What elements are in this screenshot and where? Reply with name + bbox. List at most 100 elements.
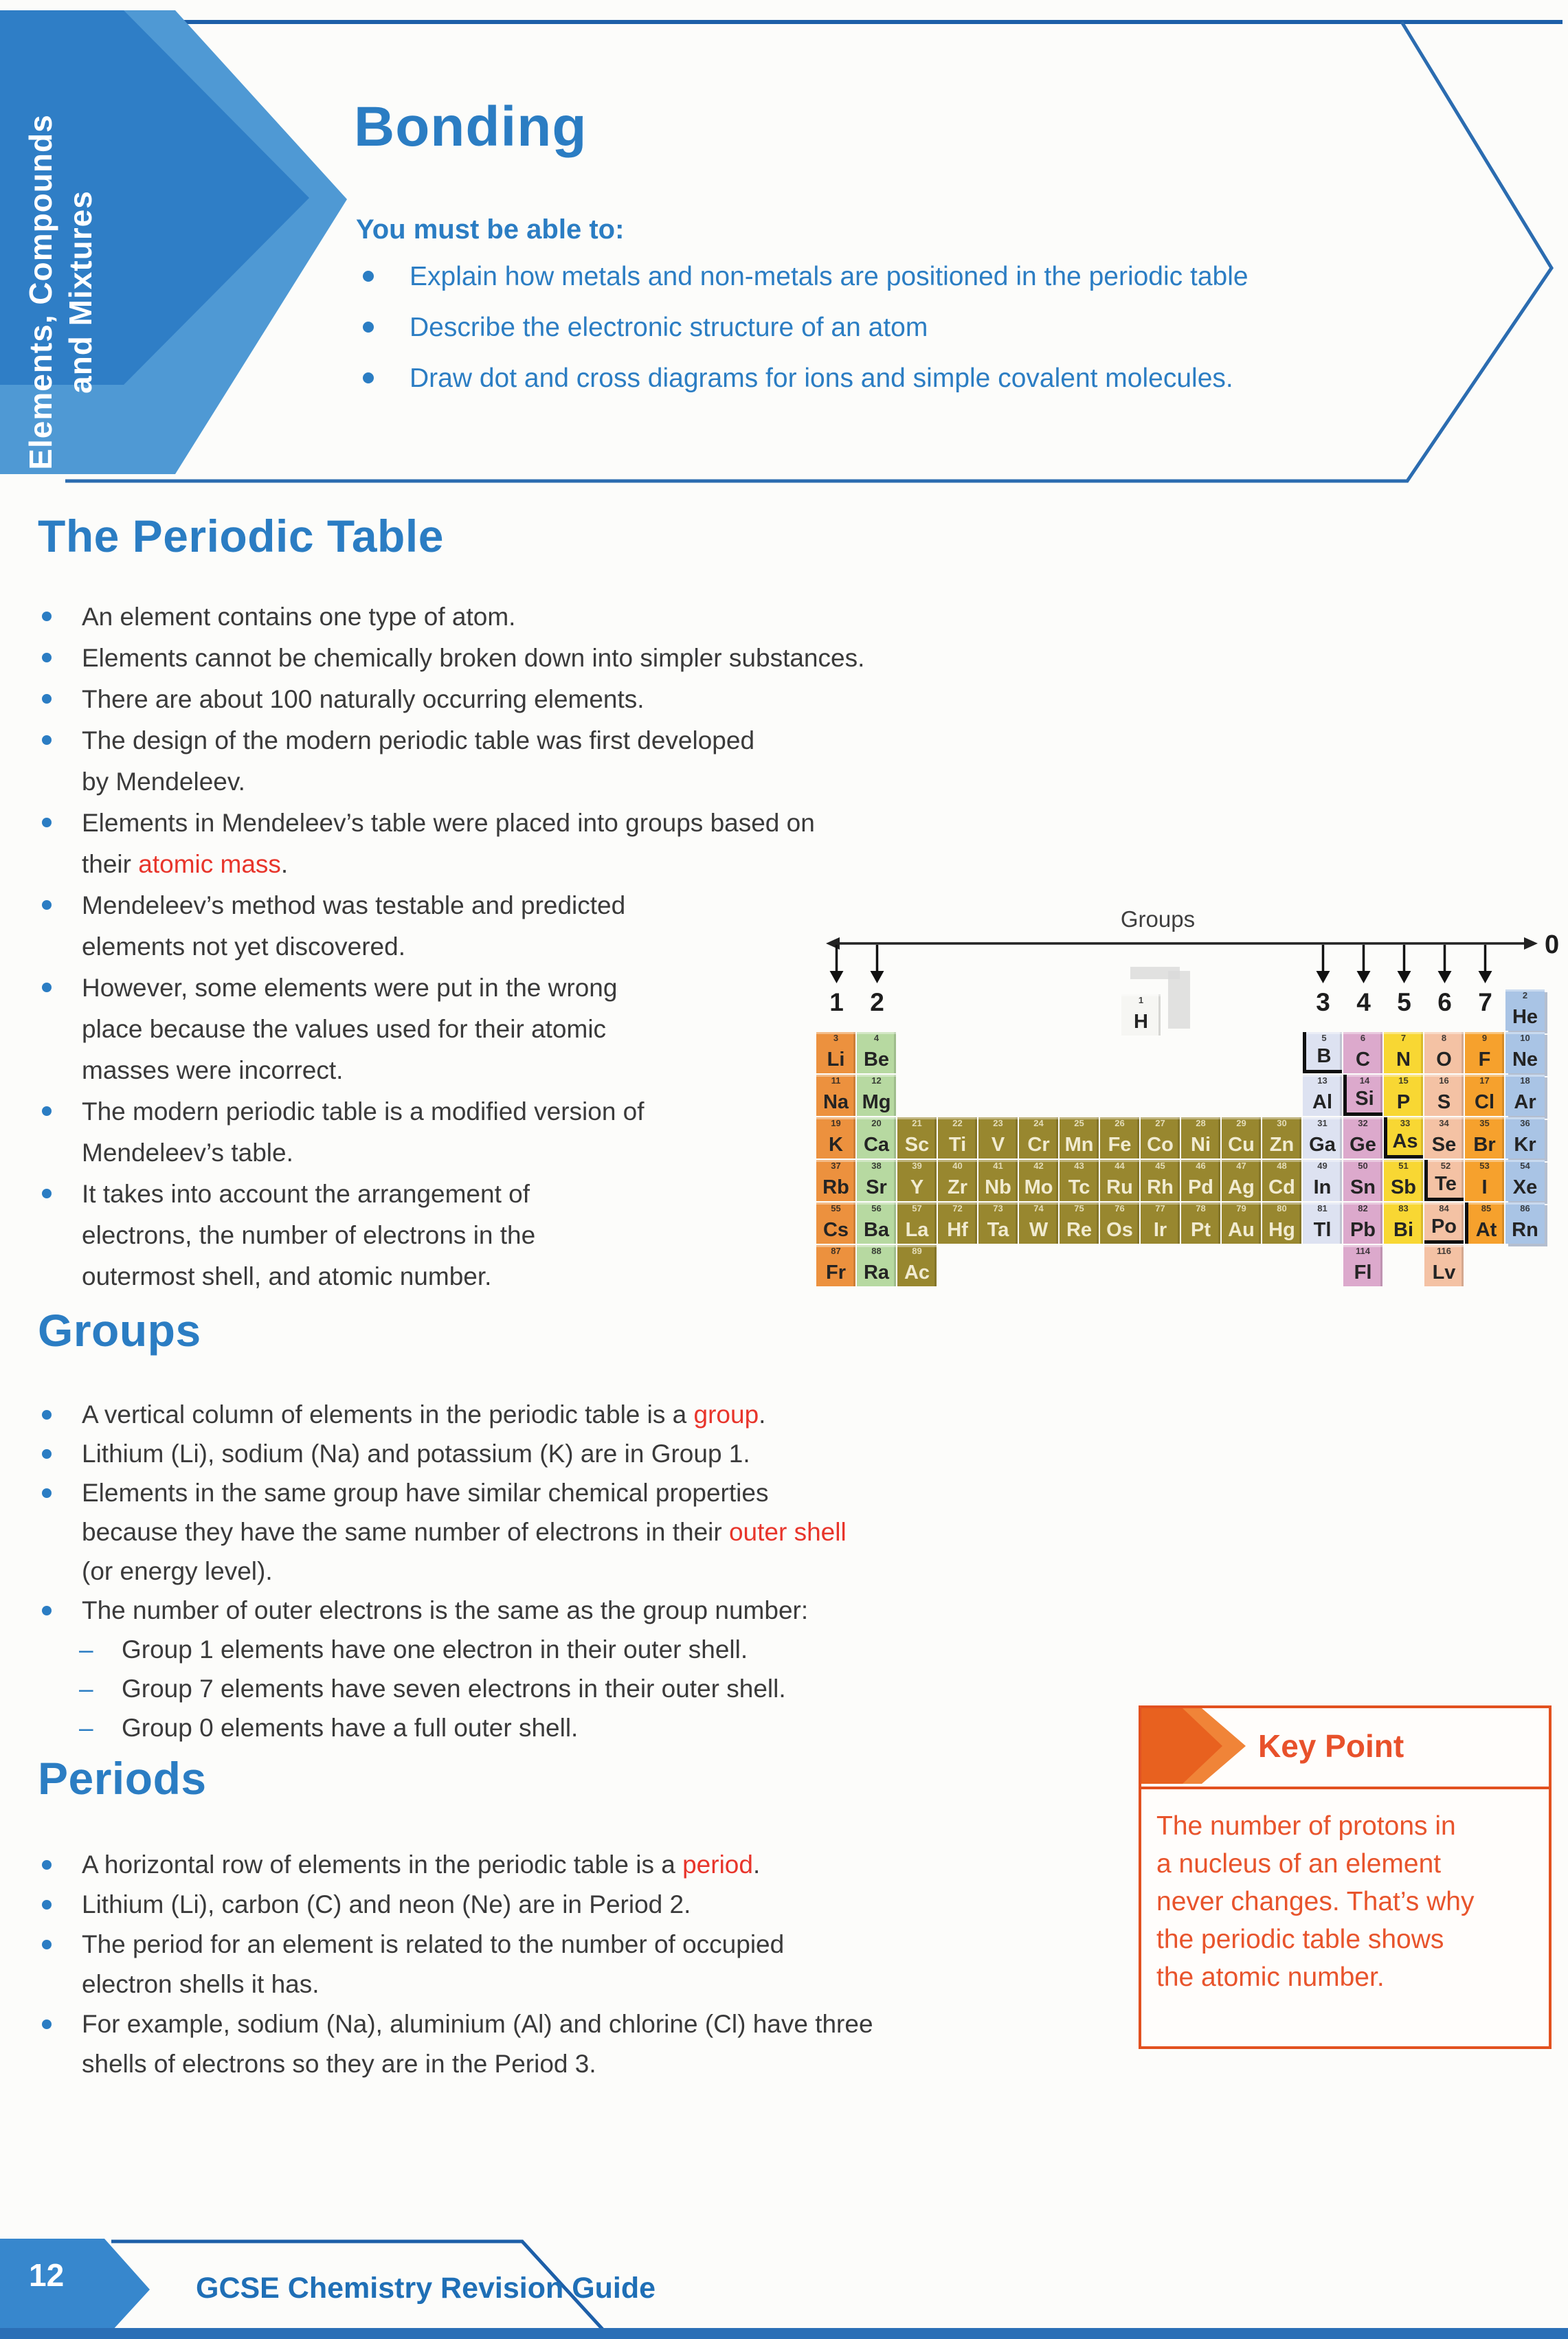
element-symbol: Sn [1349, 1176, 1376, 1198]
element-symbol: At [1475, 1219, 1497, 1241]
element-cell-v: 23 V [978, 1117, 1018, 1159]
element-cell-he: 2 He [1505, 989, 1545, 1031]
bullet-dot-icon [42, 1106, 52, 1116]
element-symbol: Tl [1313, 1219, 1332, 1241]
atomic-number: 35 [1479, 1118, 1490, 1128]
bullet-dot-icon [363, 271, 374, 282]
element-cell-rh: 45 Rh [1141, 1160, 1180, 1201]
bullet-item: It takes into account the arrangement of… [38, 1174, 1123, 1297]
element-symbol: Br [1473, 1134, 1496, 1156]
atomic-number: 27 [1155, 1118, 1165, 1128]
atomic-number: 3 [833, 1033, 839, 1043]
element-cell-ar: 18 Ar [1505, 1075, 1545, 1116]
atomic-number: 39 [912, 1161, 922, 1171]
bullet-item: A horizontal row of elements in the peri… [38, 1845, 1123, 1885]
element-symbol: Re [1066, 1219, 1093, 1241]
atomic-number: 32 [1358, 1118, 1368, 1128]
lead-line: You must be able to: [356, 214, 625, 245]
element-symbol: Hf [947, 1219, 968, 1241]
chapter-banner: Elements, Compounds and Mixtures Bonding… [0, 0, 1568, 488]
element-symbol: Be [863, 1049, 890, 1071]
element-cell-br: 35 Br [1465, 1117, 1504, 1159]
bullet-dot-icon [42, 1606, 52, 1615]
element-symbol: Mn [1064, 1134, 1094, 1156]
bullet-item: The design of the modern periodic table … [38, 720, 1123, 803]
book-title: GCSE Chemistry Revision Guide [196, 2272, 656, 2305]
element-cell-ge: 32 Ge [1343, 1117, 1382, 1159]
svg-text:3: 3 [1316, 988, 1330, 1016]
element-cell-ga: 31 Ga [1303, 1117, 1342, 1159]
atomic-number: 84 [1439, 1203, 1449, 1213]
bullet-item: However, some elements were put in the w… [38, 967, 1123, 1091]
atomic-number: 50 [1358, 1161, 1368, 1171]
group-arrows-graphic: 01 2 3 4 5 6 7 [826, 930, 1559, 1016]
element-cell-mn: 25 Mn [1060, 1117, 1099, 1159]
section-heading-periods: Periods [38, 1753, 207, 1804]
element-cell-sc: 21 Sc [897, 1117, 937, 1159]
element-cell-si: 14 Si [1343, 1075, 1382, 1116]
element-cell-ac: 89 Ac [897, 1245, 937, 1286]
bullet-item: The period for an element is related to … [38, 1925, 1123, 2004]
element-cell-i: 53 I [1465, 1160, 1504, 1201]
atomic-number: 21 [912, 1118, 922, 1128]
svg-text:5: 5 [1397, 988, 1411, 1016]
element-cell-po: 84 Po [1424, 1202, 1464, 1244]
element-symbol: Te [1435, 1173, 1457, 1195]
element-symbol: F [1478, 1049, 1491, 1071]
element-symbol: O [1436, 1049, 1452, 1071]
bullet-item: For example, sodium (Na), aluminium (Al)… [38, 2004, 1123, 2084]
footer-page-chevron [0, 2239, 150, 2339]
element-cell-in: 49 In [1303, 1160, 1342, 1201]
bullet-item: The modern periodic table is a modified … [38, 1091, 1123, 1174]
element-cell-bi: 83 Bi [1384, 1202, 1423, 1244]
element-cell-kr: 36 Kr [1505, 1117, 1545, 1159]
element-symbol: Cu [1228, 1134, 1255, 1156]
element-symbol: Na [822, 1091, 849, 1113]
element-cell-s: 16 S [1424, 1075, 1464, 1116]
banner-outline-graphic [0, 10, 1563, 483]
atomic-number: 56 [871, 1203, 882, 1213]
element-symbol: Pb [1349, 1219, 1376, 1241]
atomic-number: 48 [1277, 1161, 1287, 1171]
atomic-number: 2 [1522, 990, 1528, 1000]
element-symbol: Rb [822, 1176, 849, 1198]
element-cell-co: 27 Co [1141, 1117, 1180, 1159]
atomic-number: 114 [1356, 1246, 1370, 1256]
element-symbol: Li [827, 1049, 845, 1071]
atomic-number: 8 [1441, 1033, 1447, 1043]
atomic-number: 18 [1520, 1075, 1530, 1086]
bullet-dot-icon [42, 1449, 52, 1459]
atomic-number: 19 [831, 1118, 841, 1128]
atomic-number: 55 [831, 1203, 841, 1213]
element-symbol: W [1029, 1219, 1049, 1241]
bullet-item: Lithium (Li), carbon (C) and neon (Ne) a… [38, 1885, 1123, 1925]
atomic-number: 80 [1277, 1203, 1287, 1213]
element-cell-rb: 37 Rb [816, 1160, 855, 1201]
atomic-number: 78 [1196, 1203, 1206, 1213]
key-point-title: Key Point [1258, 1728, 1404, 1764]
element-symbol: Lv [1432, 1262, 1456, 1284]
atomic-number: 73 [993, 1203, 1003, 1213]
element-cell-zr: 40 Zr [938, 1160, 977, 1201]
element-symbol: Se [1431, 1134, 1457, 1156]
element-cell-k: 19 K [816, 1117, 855, 1159]
element-symbol: La [905, 1219, 929, 1241]
bullet-dot-icon [42, 694, 52, 704]
svg-text:7: 7 [1478, 988, 1492, 1016]
element-cell-nb: 41 Nb [978, 1160, 1018, 1201]
element-symbol: I [1481, 1176, 1488, 1198]
atomic-number: 22 [952, 1118, 963, 1128]
bullet-item: The number of outer electrons is the sam… [38, 1591, 1123, 1630]
element-cell-fe: 26 Fe [1100, 1117, 1139, 1159]
element-symbol: Y [910, 1176, 924, 1198]
element-symbol: Ir [1153, 1219, 1167, 1241]
atomic-number: 34 [1439, 1118, 1449, 1128]
atomic-number: 53 [1479, 1161, 1490, 1171]
element-cell-ba: 56 Ba [857, 1202, 896, 1244]
periods-bullet-list: A horizontal row of elements in the peri… [38, 1845, 1123, 2084]
svg-text:2: 2 [870, 988, 884, 1016]
atomic-number: 88 [871, 1246, 882, 1256]
element-symbol: Kr [1514, 1134, 1536, 1156]
